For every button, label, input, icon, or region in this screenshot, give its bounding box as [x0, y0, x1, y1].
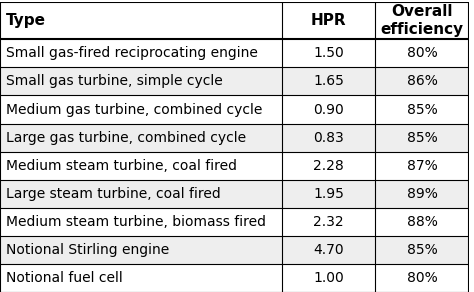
Text: 80%: 80% — [407, 271, 438, 285]
Text: 2.32: 2.32 — [313, 215, 344, 229]
Text: Notional Stirling engine: Notional Stirling engine — [6, 243, 169, 257]
Text: 88%: 88% — [407, 215, 438, 229]
Text: 1.95: 1.95 — [313, 187, 344, 201]
Text: 0.90: 0.90 — [313, 102, 344, 117]
Text: Large steam turbine, coal fired: Large steam turbine, coal fired — [6, 187, 220, 201]
Text: Medium gas turbine, combined cycle: Medium gas turbine, combined cycle — [6, 102, 262, 117]
Bar — [0, 180, 469, 208]
Text: Large gas turbine, combined cycle: Large gas turbine, combined cycle — [6, 131, 246, 145]
Text: 80%: 80% — [407, 46, 438, 60]
Text: 1.00: 1.00 — [313, 271, 344, 285]
Bar — [0, 208, 469, 236]
Text: 85%: 85% — [407, 243, 438, 257]
Text: 0.83: 0.83 — [313, 131, 344, 145]
Text: 85%: 85% — [407, 102, 438, 117]
Text: HPR: HPR — [310, 13, 346, 28]
Text: Medium steam turbine, coal fired: Medium steam turbine, coal fired — [6, 159, 237, 173]
Bar — [0, 264, 469, 292]
Text: Medium steam turbine, biomass fired: Medium steam turbine, biomass fired — [6, 215, 265, 229]
Text: 1.50: 1.50 — [313, 46, 344, 60]
Bar — [0, 1, 469, 39]
Text: 1.65: 1.65 — [313, 74, 344, 88]
Bar — [0, 95, 469, 124]
Text: Overall
efficiency: Overall efficiency — [381, 4, 464, 37]
Text: 89%: 89% — [407, 187, 438, 201]
Text: 87%: 87% — [407, 159, 438, 173]
Bar — [0, 39, 469, 67]
Text: 86%: 86% — [407, 74, 438, 88]
Bar — [0, 124, 469, 152]
Text: Small gas-fired reciprocating engine: Small gas-fired reciprocating engine — [6, 46, 257, 60]
Bar — [0, 236, 469, 264]
Text: Type: Type — [6, 13, 46, 28]
Text: 4.70: 4.70 — [313, 243, 344, 257]
Text: 85%: 85% — [407, 131, 438, 145]
Text: Small gas turbine, simple cycle: Small gas turbine, simple cycle — [6, 74, 222, 88]
Bar — [0, 152, 469, 180]
Bar — [0, 67, 469, 95]
Text: 2.28: 2.28 — [313, 159, 344, 173]
Text: Notional fuel cell: Notional fuel cell — [6, 271, 122, 285]
